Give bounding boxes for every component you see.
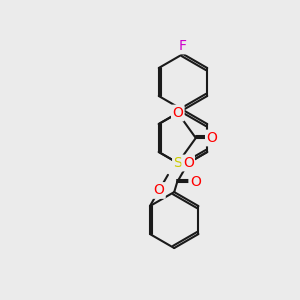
- Text: O: O: [190, 175, 201, 189]
- Text: F: F: [179, 39, 187, 53]
- Text: O: O: [154, 184, 164, 197]
- Text: O: O: [183, 156, 194, 170]
- Text: O: O: [206, 131, 217, 145]
- Text: S: S: [173, 156, 182, 170]
- Text: O: O: [172, 106, 183, 120]
